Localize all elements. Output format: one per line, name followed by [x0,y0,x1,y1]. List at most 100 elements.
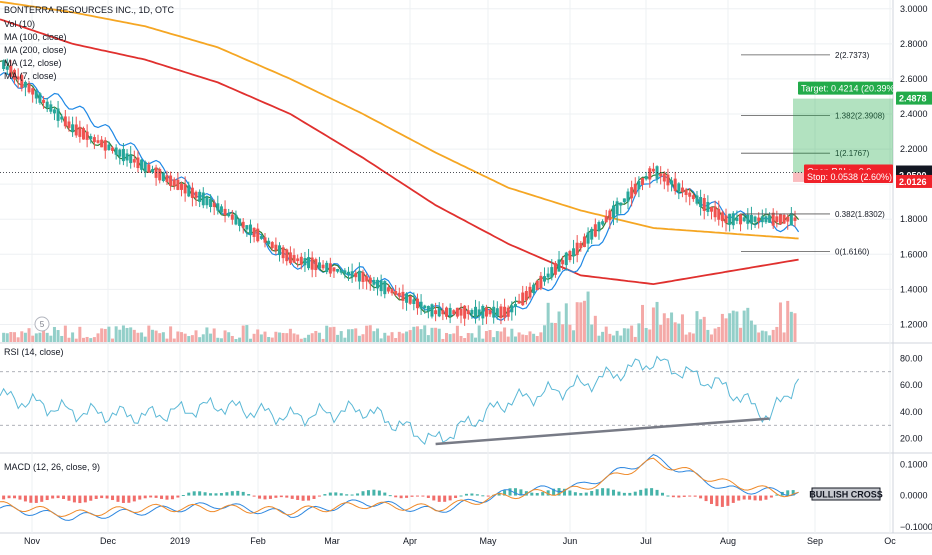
candle[interactable] [757,217,761,221]
candle[interactable] [590,228,594,240]
volume-bar[interactable] [430,327,434,342]
candle[interactable] [379,280,383,292]
macd-histogram-bar[interactable] [437,495,441,502]
macd-histogram-bar[interactable] [285,495,289,498]
macd-histogram-bar[interactable] [764,495,768,500]
volume-bar[interactable] [666,318,670,342]
candle[interactable] [474,306,478,318]
candle[interactable] [415,298,419,309]
candle[interactable] [354,273,358,278]
macd-histogram-bar[interactable] [715,495,719,507]
candle[interactable] [749,215,753,224]
volume-bar[interactable] [731,310,735,342]
macd-histogram-bar[interactable] [486,495,490,497]
volume-bar[interactable] [267,336,271,342]
macd-histogram-bar[interactable] [791,490,795,496]
candle[interactable] [292,255,296,263]
macd-histogram-bar[interactable] [622,492,626,496]
volume-bar[interactable] [310,333,314,342]
macd-histogram-bar[interactable] [388,495,392,497]
macd-histogram-bar[interactable] [454,495,458,499]
candle[interactable] [288,252,292,264]
volume-bar[interactable] [288,328,292,342]
candle[interactable] [528,286,532,298]
candle[interactable] [535,280,539,291]
candle[interactable] [448,307,452,317]
macd-histogram-bar[interactable] [214,493,218,496]
macd-histogram-bar[interactable] [759,495,763,501]
candle[interactable] [256,228,260,242]
macd-histogram-bar[interactable] [660,492,664,496]
macd-histogram-bar[interactable] [23,495,27,502]
volume-bar[interactable] [691,333,695,342]
candle[interactable] [169,175,173,186]
volume-bar[interactable] [314,330,318,342]
candle[interactable] [426,305,430,312]
volume-bar[interactable] [125,327,129,342]
volume-bar[interactable] [445,332,448,342]
macd-histogram-bar[interactable] [775,494,779,496]
macd-histogram-bar[interactable] [699,495,703,499]
candle[interactable] [437,308,441,317]
candle[interactable] [484,307,488,317]
volume-bar[interactable] [782,332,786,342]
volume-bar[interactable] [361,334,365,342]
candle[interactable] [150,169,154,173]
candle[interactable] [742,217,746,222]
volume-bar[interactable] [720,313,724,342]
volume-bar[interactable] [495,331,499,342]
candle[interactable] [140,159,144,170]
candle[interactable] [13,69,17,80]
volume-bar[interactable] [553,322,557,342]
volume-bar[interactable] [150,329,154,342]
volume-bar[interactable] [579,302,583,342]
volume-bar[interactable] [771,329,775,342]
candle[interactable] [317,262,321,269]
macd-histogram-bar[interactable] [138,495,142,500]
volume-bar[interactable] [321,338,325,342]
volume-bar[interactable] [190,335,194,342]
candle[interactable] [60,116,64,120]
candle[interactable] [550,267,554,278]
volume-bar[interactable] [100,328,104,342]
candle[interactable] [307,257,311,269]
volume-bar[interactable] [401,333,405,342]
volume-bar[interactable] [85,336,89,342]
volume-bar[interactable] [412,326,416,342]
volume-bar[interactable] [680,314,684,342]
volume-bar[interactable] [739,327,743,342]
candle[interactable] [56,108,60,121]
volume-bar[interactable] [543,325,547,342]
candle[interactable] [198,191,202,202]
macd-histogram-bar[interactable] [595,489,599,496]
macd-histogram-bar[interactable] [443,495,447,502]
volume-bar[interactable] [735,311,739,342]
volume-bar[interactable] [717,326,721,342]
volume-bar[interactable] [216,337,220,342]
macd-histogram-bar[interactable] [361,491,365,496]
macd-histogram-bar[interactable] [149,495,153,498]
candle[interactable] [194,191,198,198]
volume-bar[interactable] [648,329,652,342]
candle[interactable] [670,180,674,185]
volume-bar[interactable] [187,336,191,342]
candle[interactable] [455,307,459,317]
volume-bar[interactable] [709,334,713,342]
candle[interactable] [205,196,209,206]
volume-bar[interactable] [499,331,503,342]
macd-histogram-bar[interactable] [13,495,17,499]
macd-histogram-bar[interactable] [704,495,708,502]
macd-histogram-bar[interactable] [394,495,398,498]
event-marker[interactable] [34,316,50,332]
candle[interactable] [731,213,735,226]
volume-bar[interactable] [670,312,674,342]
macd-histogram-bar[interactable] [334,492,338,496]
candle[interactable] [539,275,543,289]
macd-histogram-bar[interactable] [579,493,583,496]
volume-bar[interactable] [786,300,790,342]
candle[interactable] [579,243,583,249]
candle[interactable] [619,202,623,206]
volume-bar[interactable] [379,338,383,342]
candle[interactable] [107,144,111,151]
